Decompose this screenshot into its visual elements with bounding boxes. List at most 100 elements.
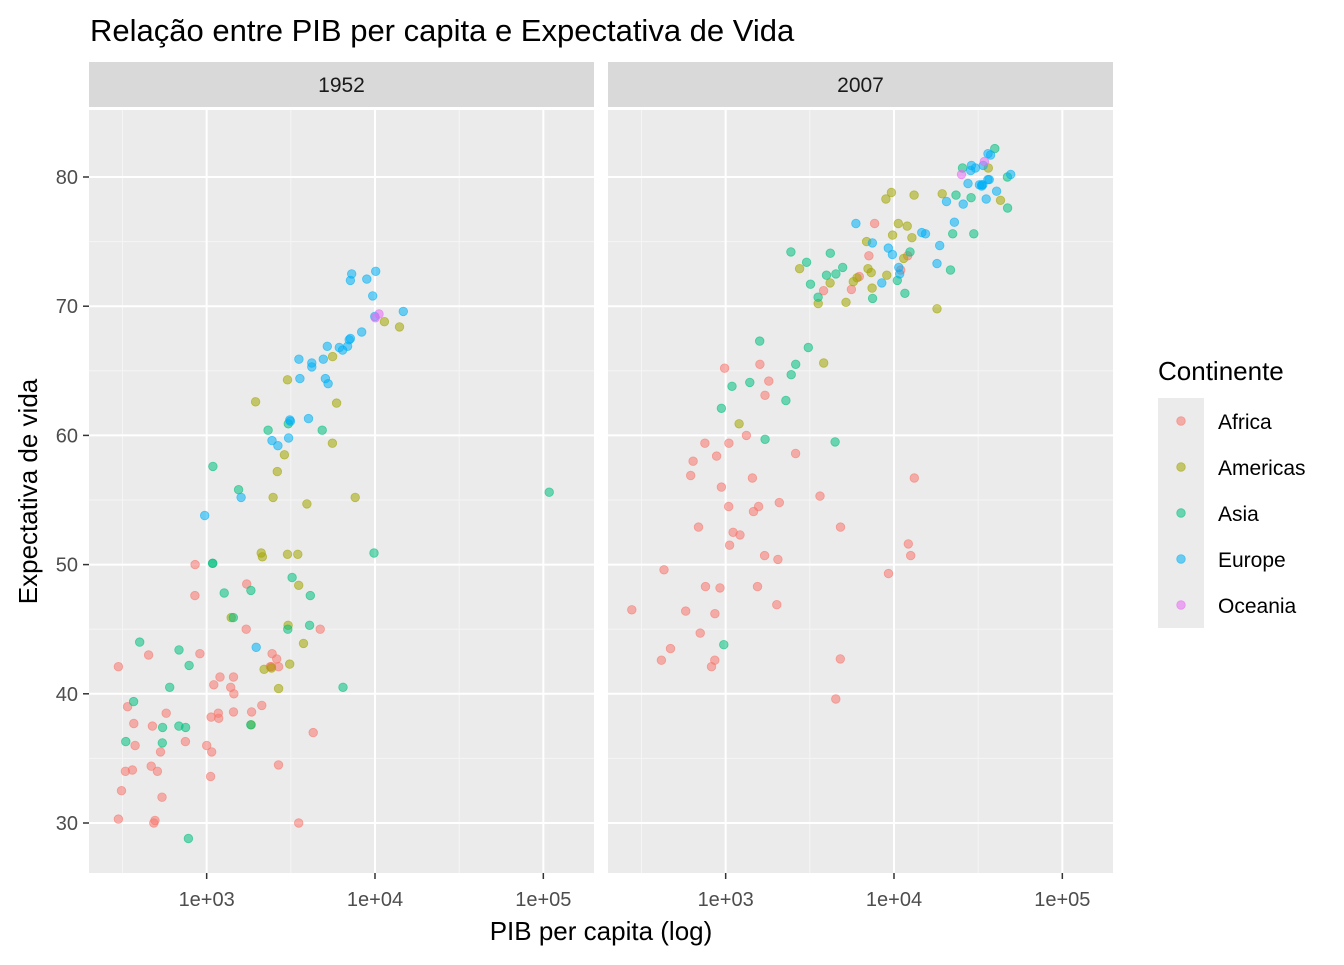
data-point-europe	[303, 413, 314, 424]
data-point-africa	[773, 554, 783, 565]
data-point-oceania	[374, 309, 384, 319]
data-point-africa	[206, 747, 217, 757]
data-point-europe	[236, 492, 246, 503]
data-point-europe	[320, 373, 331, 384]
data-point-africa	[229, 689, 239, 699]
data-point-africa	[715, 583, 725, 593]
data-point-europe	[932, 258, 942, 269]
data-point-africa	[213, 713, 224, 724]
data-point-africa	[195, 649, 205, 659]
data-point-asia	[1002, 203, 1013, 213]
data-point-americas	[350, 492, 360, 503]
data-point-asia	[338, 682, 348, 693]
facet-strip-label: 1952	[318, 74, 365, 97]
y-tick-label: 80	[56, 167, 78, 189]
legend-key-africa	[1176, 416, 1186, 426]
data-points	[113, 266, 554, 844]
data-point-europe	[357, 327, 367, 337]
data-point-europe	[398, 306, 409, 317]
data-point-africa	[272, 654, 282, 664]
x-tick-label: 1e+05	[515, 889, 571, 911]
data-point-africa	[130, 740, 140, 751]
data-point-americas	[825, 278, 835, 288]
panel-background	[608, 110, 1113, 873]
x-tick-label: 1e+04	[866, 889, 922, 911]
data-point-americas	[907, 232, 917, 243]
data-point-europe	[981, 194, 991, 204]
data-point-asia	[157, 738, 168, 748]
data-point-oceania	[956, 169, 967, 180]
data-point-asia	[183, 833, 194, 844]
data-point-africa	[147, 721, 158, 731]
data-point-europe	[294, 354, 304, 364]
data-point-africa	[146, 761, 156, 771]
data-point-africa	[659, 565, 669, 575]
data-point-americas	[887, 230, 898, 240]
data-point-africa	[710, 609, 720, 619]
data-point-africa	[846, 284, 857, 295]
data-point-asia	[803, 342, 814, 353]
x-axis-ticks: 1e+03 1e+04 1e+05 1e+03 1e+04 1e+05	[179, 873, 1090, 911]
data-point-asia	[900, 288, 910, 299]
data-point-americas	[259, 664, 269, 675]
data-point-americas	[293, 549, 303, 560]
data-point-asia	[786, 247, 796, 257]
data-point-africa	[681, 606, 691, 616]
legend-label-oceania: Oceania	[1218, 595, 1297, 618]
data-point-asia	[180, 722, 191, 733]
data-point-europe	[985, 150, 996, 160]
data-point-asia	[825, 248, 836, 258]
data-point-africa	[294, 818, 304, 828]
legend-label-americas: Americas	[1218, 457, 1306, 480]
data-point-americas	[734, 419, 744, 429]
legend-label-asia: Asia	[1218, 503, 1259, 526]
x-tick-label: 1e+05	[1034, 889, 1090, 911]
data-point-asia	[821, 270, 832, 280]
data-point-americas	[893, 218, 904, 229]
data-point-americas	[866, 267, 876, 278]
panel-background	[89, 110, 594, 873]
data-point-americas	[298, 638, 309, 649]
data-point-africa	[127, 765, 138, 775]
data-point-africa	[710, 655, 720, 665]
data-point-europe	[295, 373, 305, 384]
data-point-africa	[724, 501, 734, 512]
data-point-europe	[984, 174, 994, 185]
data-point-africa	[150, 815, 160, 826]
data-point-asia	[727, 381, 737, 392]
data-point-africa	[143, 650, 154, 660]
legend-key-asia	[1176, 508, 1186, 518]
data-point-asia	[219, 588, 229, 598]
data-point-americas	[882, 270, 892, 280]
x-axis-title: PIB per capita (log)	[490, 916, 713, 946]
data-point-americas	[867, 283, 877, 293]
data-point-africa	[716, 482, 727, 492]
data-point-africa	[747, 473, 758, 483]
data-point-asia	[174, 645, 184, 655]
data-point-asia	[905, 247, 915, 257]
data-point-europe	[368, 291, 378, 301]
data-point-americas	[886, 187, 897, 198]
data-point-asia	[951, 190, 961, 200]
data-point-africa	[257, 700, 267, 711]
data-point-asia	[134, 637, 145, 647]
data-point-americas	[294, 580, 304, 591]
data-point-africa	[241, 624, 251, 634]
data-point-europe	[337, 345, 348, 355]
data-point-oceania	[979, 156, 990, 167]
data-point-europe	[920, 229, 931, 239]
data-point-africa	[818, 286, 829, 296]
data-point-asia	[246, 585, 256, 596]
data-point-africa	[215, 672, 225, 682]
data-point-africa	[831, 694, 841, 704]
data-point-asia	[755, 336, 765, 346]
data-point-africa	[656, 655, 667, 665]
y-tick-label: 70	[56, 296, 78, 318]
legend-title: Continente	[1158, 356, 1284, 386]
data-point-africa	[190, 559, 200, 570]
data-point-europe	[199, 510, 210, 521]
y-tick-label: 40	[56, 684, 78, 706]
data-point-africa	[764, 376, 774, 386]
data-point-africa	[864, 251, 874, 261]
data-point-americas	[282, 549, 293, 560]
